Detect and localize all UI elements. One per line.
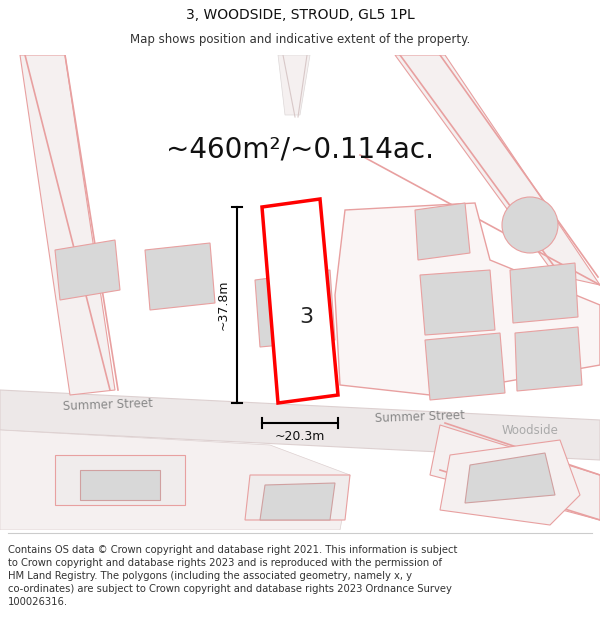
Text: Woodside: Woodside: [502, 424, 559, 438]
Polygon shape: [145, 243, 215, 310]
Polygon shape: [335, 203, 600, 395]
Polygon shape: [260, 483, 335, 520]
Text: ~20.3m: ~20.3m: [275, 431, 325, 444]
Polygon shape: [55, 240, 120, 300]
Polygon shape: [430, 425, 600, 520]
Text: co-ordinates) are subject to Crown copyright and database rights 2023 Ordnance S: co-ordinates) are subject to Crown copyr…: [8, 584, 452, 594]
Polygon shape: [278, 55, 310, 115]
Polygon shape: [465, 453, 555, 503]
Polygon shape: [515, 327, 582, 391]
Polygon shape: [440, 440, 580, 525]
Polygon shape: [262, 199, 338, 403]
Text: Summer Street: Summer Street: [63, 397, 153, 413]
Polygon shape: [415, 203, 470, 260]
Text: 3: 3: [299, 307, 313, 327]
Text: Map shows position and indicative extent of the property.: Map shows position and indicative extent…: [130, 34, 470, 46]
Polygon shape: [20, 55, 115, 395]
Text: 100026316.: 100026316.: [8, 597, 68, 607]
Polygon shape: [395, 55, 600, 285]
Polygon shape: [510, 263, 578, 323]
Polygon shape: [55, 455, 185, 505]
Polygon shape: [80, 470, 160, 500]
Text: 3, WOODSIDE, STROUD, GL5 1PL: 3, WOODSIDE, STROUD, GL5 1PL: [185, 8, 415, 22]
Polygon shape: [420, 270, 495, 335]
Polygon shape: [0, 430, 350, 530]
Text: ~37.8m: ~37.8m: [217, 280, 229, 330]
Text: Summer Street: Summer Street: [375, 409, 465, 425]
Polygon shape: [0, 390, 600, 460]
Polygon shape: [425, 333, 505, 400]
Text: HM Land Registry. The polygons (including the associated geometry, namely x, y: HM Land Registry. The polygons (includin…: [8, 571, 412, 581]
Circle shape: [502, 197, 558, 253]
Polygon shape: [245, 475, 350, 520]
Polygon shape: [255, 270, 335, 347]
Text: ~460m²/~0.114ac.: ~460m²/~0.114ac.: [166, 136, 434, 164]
Text: to Crown copyright and database rights 2023 and is reproduced with the permissio: to Crown copyright and database rights 2…: [8, 558, 442, 568]
Text: Contains OS data © Crown copyright and database right 2021. This information is : Contains OS data © Crown copyright and d…: [8, 545, 457, 555]
